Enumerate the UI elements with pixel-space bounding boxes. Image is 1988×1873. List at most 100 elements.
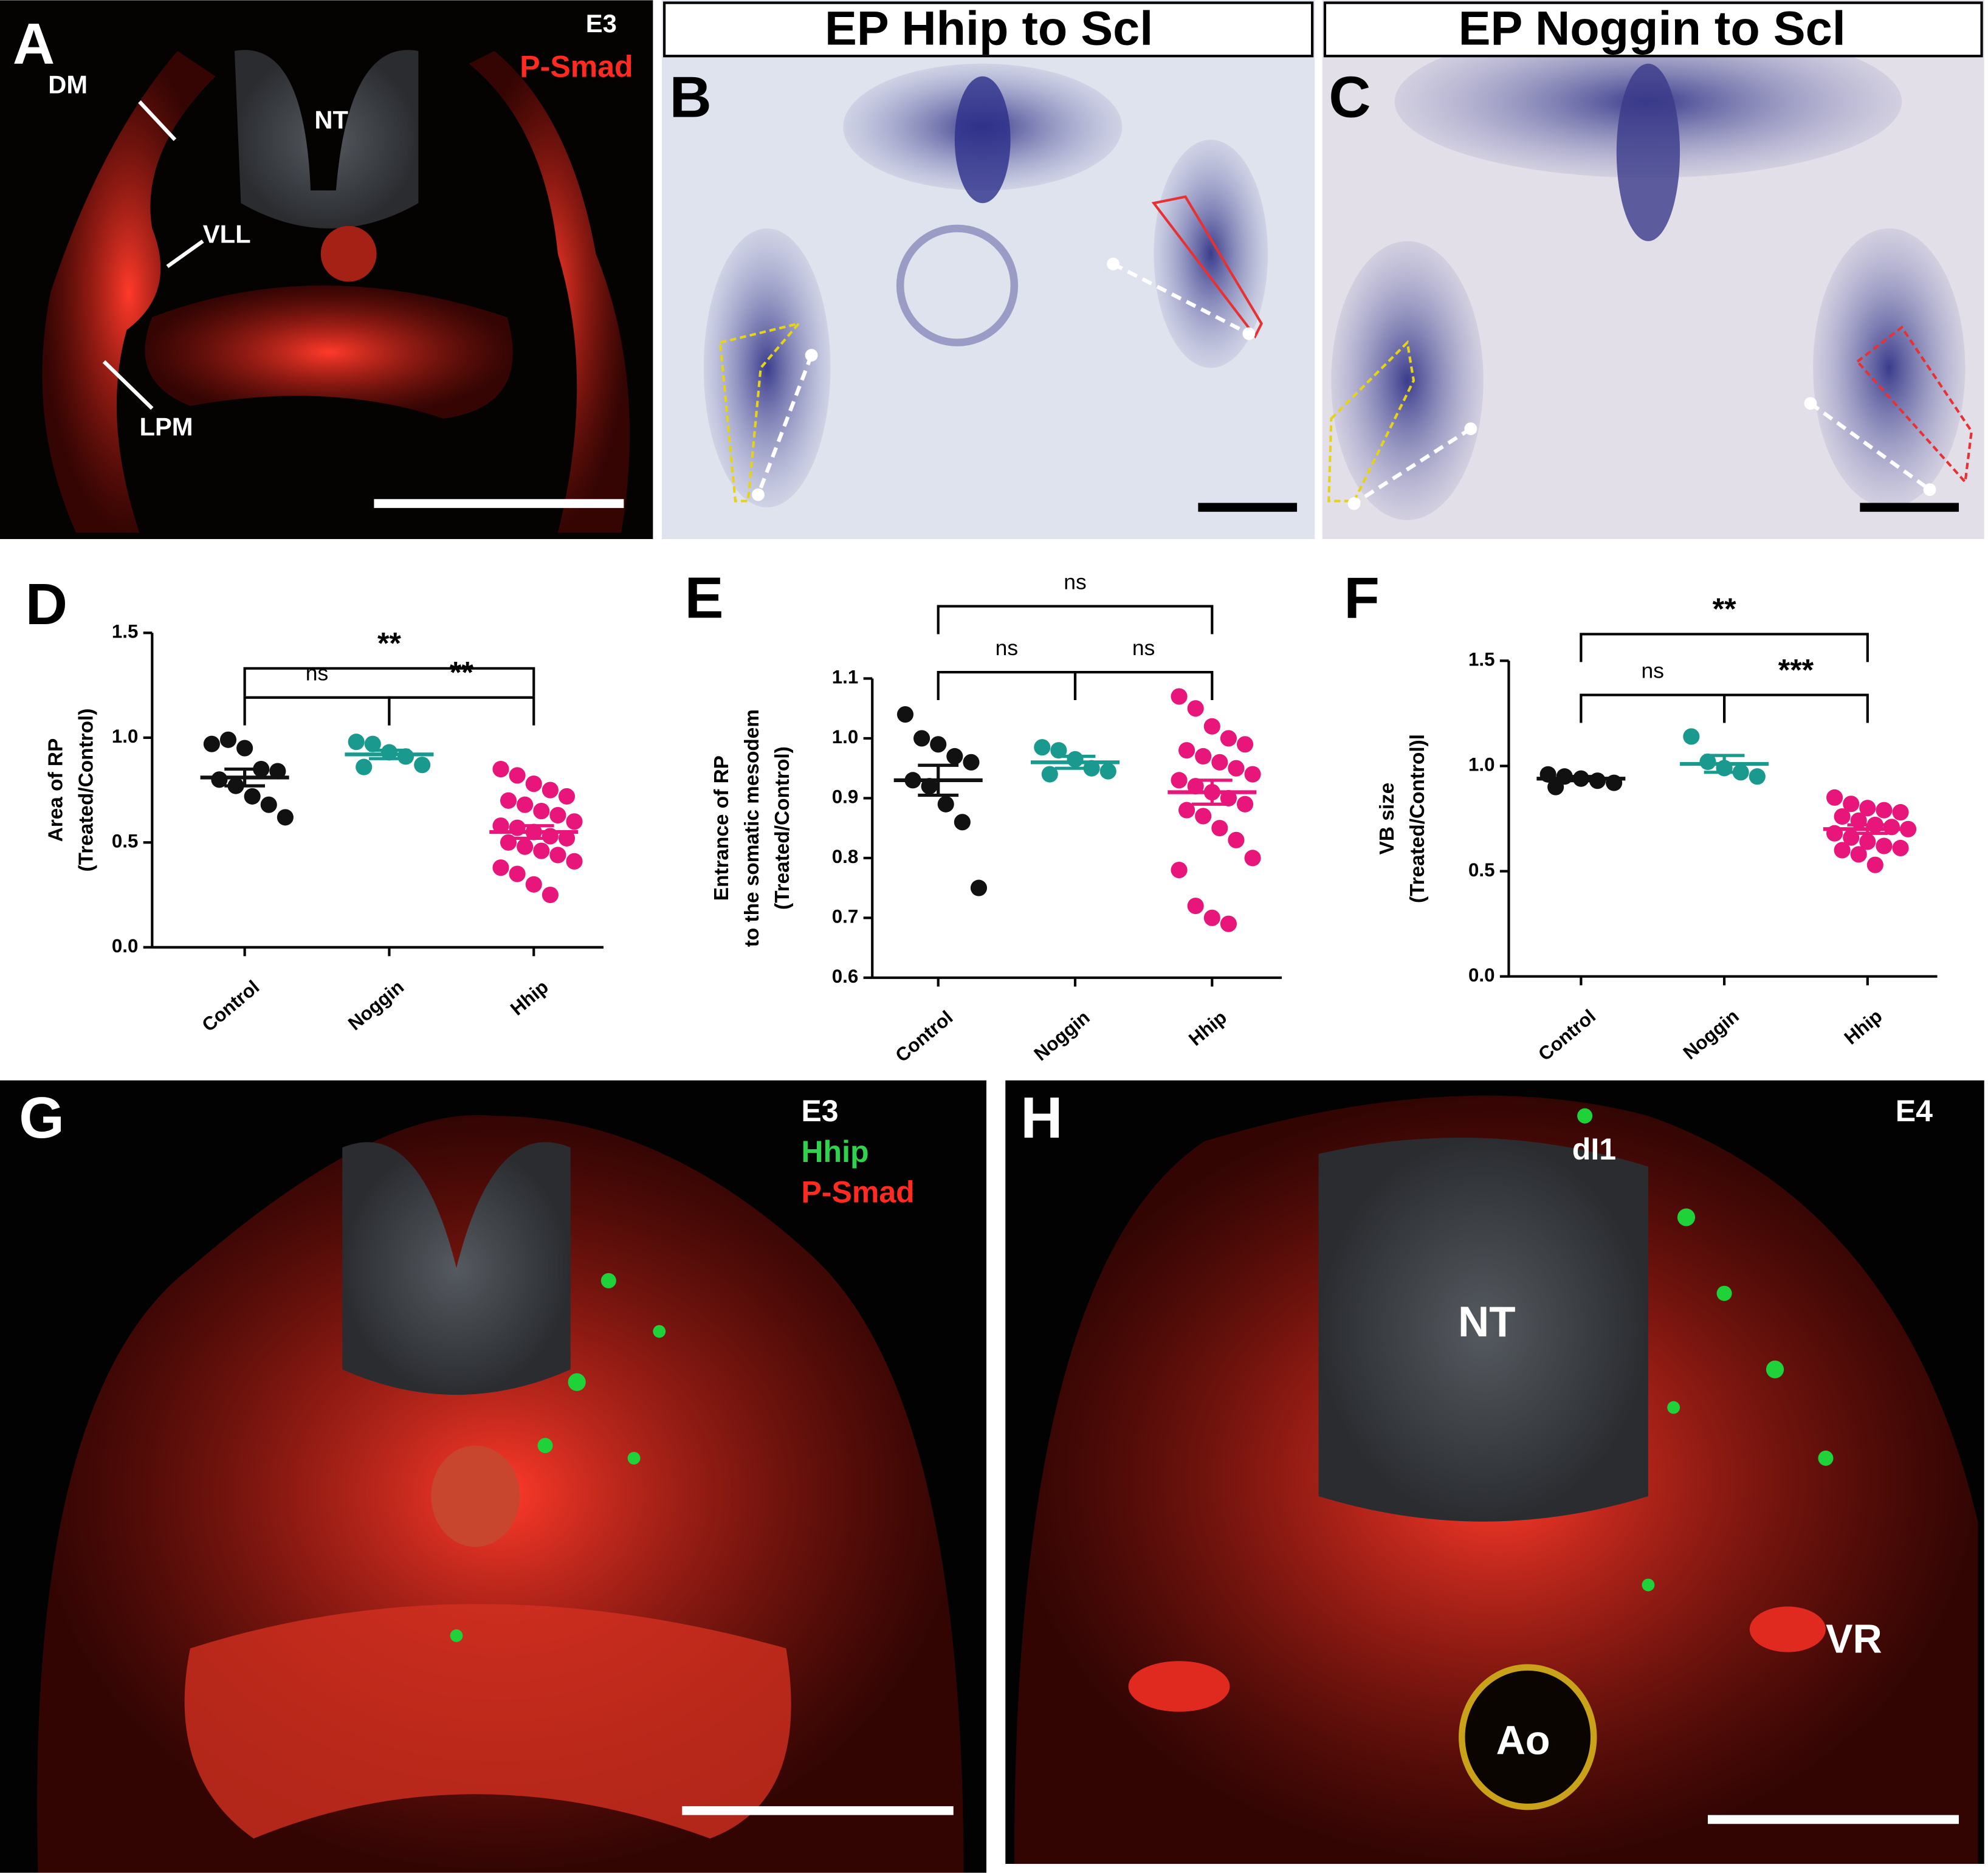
region-label: VR [1826,1617,1882,1662]
significance-label: *** [1778,653,1814,687]
x-tick-label: Noggin [344,976,408,1034]
data-point [1203,718,1220,735]
data-point [525,775,542,792]
data-point [1683,728,1700,745]
data-point [1826,789,1843,806]
data-point [1834,842,1851,859]
data-point [1187,700,1204,717]
significance-bracket [243,667,535,696]
data-point [1883,819,1900,836]
panel-h: H E4 dI1 NT VR Ao [1005,1080,1984,1864]
significance-bracket [1580,693,1726,723]
data-point [492,817,509,834]
data-point [533,802,550,820]
data-point [1228,831,1245,848]
y-axis-label: (Treated/Control) [75,709,98,872]
data-point [1236,796,1254,813]
significance-label: ns [996,636,1018,660]
data-point [397,748,414,765]
region-label: NT [1458,1298,1516,1346]
data-point [1244,766,1261,783]
y-tick-label: 1.0 [1468,754,1495,775]
y-tick-label: 1.5 [1468,649,1495,670]
error-bar [1847,823,1888,835]
x-tick-label: Noggin [1030,1006,1094,1065]
data-point [1099,763,1116,780]
significance-bracket [1073,670,1214,700]
y-tick-label: 1.0 [832,726,859,747]
panel-label: E [684,566,723,631]
y-axis-label: (Treated/Control)l [1406,734,1429,903]
data-point [954,814,971,831]
data-point [500,792,517,809]
data-point [500,834,517,851]
data-point [1178,802,1195,819]
panel-c: EP Noggin to Scl C [1322,0,1984,540]
data-point [1171,772,1188,789]
data-point [356,758,373,775]
significance-label: ** [450,655,473,689]
data-point [1834,808,1851,825]
panel-b: EP Hhip to Scl B [661,0,1315,540]
y-tick-label: 1.5 [112,621,139,642]
data-point [211,771,228,788]
y-axis-label: to the somatic mesodem [741,709,763,947]
data-point [203,735,220,752]
data-point [549,806,566,824]
region-label: LPM [139,413,193,441]
significance-label: ** [1713,592,1736,626]
y-tick-label: 0.0 [1468,964,1495,986]
data-point [1178,742,1195,759]
significance-label: ns [1064,569,1086,594]
region-label: DM [48,70,88,98]
data-point [1220,915,1237,932]
error-bar [224,767,265,788]
y-axis-label: VB size [1376,783,1398,855]
data-point [566,813,583,830]
data-point [1228,760,1245,777]
data-point [1859,833,1876,850]
data-point [1859,800,1876,817]
data-point [542,886,559,904]
data-point [1876,837,1893,854]
panel-label: G [19,1085,64,1150]
significance-bracket [388,696,535,726]
data-point [1876,802,1893,819]
significance-label: ns [306,661,328,686]
data-point [558,788,576,805]
data-point [566,853,583,870]
y-tick-label: 0.6 [832,966,859,987]
data-point [1850,846,1867,863]
y-tick-label: 0.8 [832,846,859,867]
x-tick-label: Hhip [1840,1005,1887,1048]
stage-label: E3 [586,9,617,38]
data-point [414,757,431,774]
x-tick-label: Control [892,1006,957,1066]
stain-label: P-Smad [520,49,633,83]
panel-g: G E3 Hhip P-Smad [0,1080,986,1873]
panel-label: F [1344,566,1380,631]
panel-label: C [1329,65,1371,130]
data-point [1749,768,1766,785]
data-point [517,838,534,855]
data-point [1187,898,1204,915]
region-label: NT [314,106,348,134]
data-point [1892,804,1909,821]
x-tick-label: Control [198,976,264,1036]
error-bar [918,763,959,797]
data-point [1236,736,1254,753]
data-point [236,740,253,757]
data-point [509,865,526,882]
error-bar [513,824,554,840]
data-point [1220,730,1237,747]
significance-bracket [937,605,1214,634]
region-label: dI1 [1572,1132,1616,1166]
data-point [219,731,237,748]
region-label: VLL [203,219,251,248]
stage-label: E4 [1896,1094,1933,1128]
stain-label: Hhip [801,1135,868,1169]
data-point [1244,850,1261,867]
data-point [1041,766,1058,783]
data-point [1892,839,1909,857]
